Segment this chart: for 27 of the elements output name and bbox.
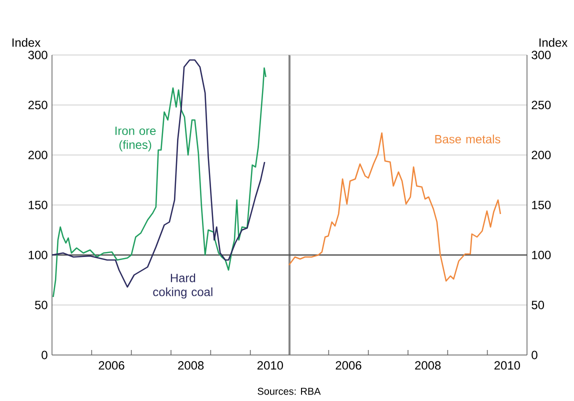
text: Base metals bbox=[435, 134, 500, 144]
y-tick-label: 200 bbox=[28, 150, 48, 160]
x-tick-label: 2006 bbox=[98, 361, 124, 370]
y2-tick-label: 250 bbox=[532, 100, 551, 110]
y-tick-label: 50 bbox=[35, 300, 48, 310]
x-tick-label: 2008 bbox=[178, 361, 204, 370]
y2-tick-label: 300 bbox=[532, 50, 551, 60]
source-note: Sources: RBA bbox=[258, 388, 321, 395]
line-series bbox=[288, 132, 502, 282]
y2-tick-label: 0 bbox=[532, 350, 538, 360]
y-tick-label: 0 bbox=[42, 350, 48, 360]
x-tick-label: 2008 bbox=[415, 361, 441, 370]
y-tick-label: 150 bbox=[28, 200, 48, 210]
y-tick-label: 300 bbox=[28, 50, 48, 60]
series-label: Hard coking coal bbox=[153, 273, 212, 299]
y2-tick-label: 50 bbox=[532, 300, 544, 310]
y-axis-title: Index bbox=[12, 38, 40, 47]
x-tick-label: 2006 bbox=[336, 361, 362, 370]
x-tick-label: 2010 bbox=[494, 361, 520, 370]
y-tick-label: 250 bbox=[28, 100, 48, 110]
series-label: Iron ore (fines) bbox=[115, 126, 156, 152]
y2-tick-label: 150 bbox=[532, 200, 551, 210]
y2-tick-label: 100 bbox=[532, 250, 551, 260]
x-tick-label: 2010 bbox=[257, 361, 283, 370]
y-tick-label: 100 bbox=[28, 250, 48, 260]
y2-tick-label: 200 bbox=[532, 150, 551, 160]
y2-axis-title: Index bbox=[539, 38, 568, 47]
